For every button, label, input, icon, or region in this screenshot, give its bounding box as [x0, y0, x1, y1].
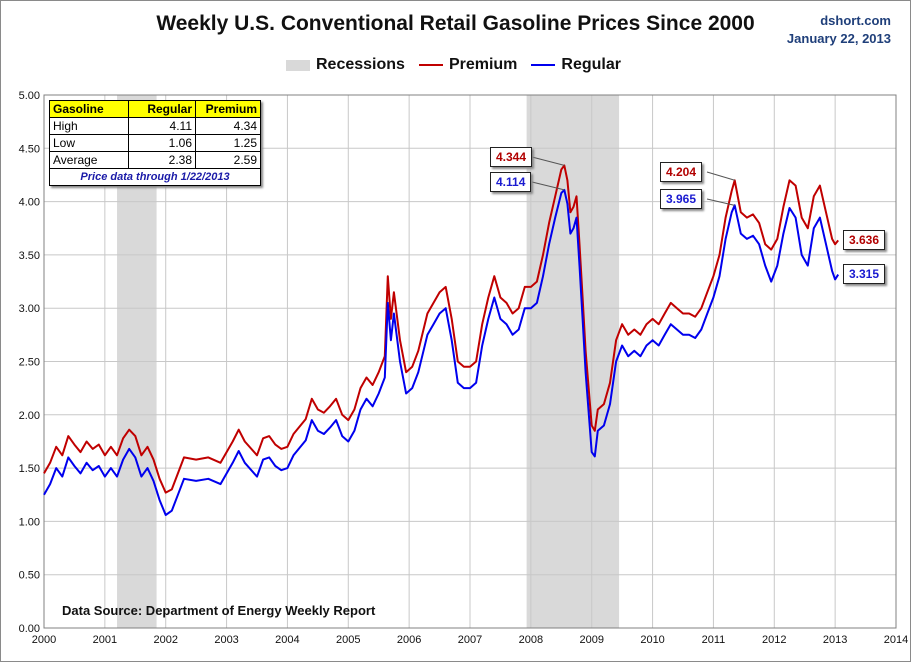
- legend-recession-swatch: [286, 59, 310, 71]
- callout-leader: [531, 181, 565, 191]
- legend-recessions: Recessions: [286, 56, 405, 74]
- y-tick-label: 4.50: [19, 143, 40, 155]
- stats-header-row: Gasoline Regular Premium: [49, 100, 261, 118]
- x-tick-label: 2010: [640, 634, 664, 646]
- x-tick-label: 2003: [214, 634, 238, 646]
- chart-title: Weekly U.S. Conventional Retail Gasoline…: [156, 12, 755, 35]
- x-tick-label: 2009: [579, 634, 603, 646]
- x-tick-label: 2006: [397, 634, 421, 646]
- data-source: Data Source: Department of Energy Weekly…: [62, 603, 376, 618]
- series-line-regular: [43, 188, 840, 516]
- plot-border: [43, 94, 897, 629]
- callout-leader: [531, 156, 565, 166]
- y-tick-label: 5.00: [19, 90, 40, 102]
- stats-label: Low: [49, 134, 129, 152]
- callout-peak2008-premium: 4.344: [490, 147, 533, 167]
- callout-latest-premium: 3.636: [843, 230, 886, 250]
- callout-leader: [706, 171, 735, 181]
- site-info: dshort.com January 22, 2013: [787, 12, 891, 48]
- legend-regular: Regular: [531, 56, 621, 74]
- stats-premium: 4.34: [195, 117, 261, 135]
- stats-regular: 2.38: [128, 151, 196, 169]
- callout-peak2008-regular: 4.114: [490, 172, 532, 192]
- legend-premium: Premium: [418, 56, 518, 74]
- x-tick-label: 2013: [823, 634, 847, 646]
- stats-row-low: Low 1.06 1.25: [49, 134, 261, 152]
- site-name[interactable]: dshort.com: [820, 13, 891, 28]
- x-tick-label: 2000: [32, 634, 56, 646]
- x-tick-label: 2008: [519, 634, 543, 646]
- y-tick-label: 3.00: [19, 303, 40, 315]
- stats-table: Gasoline Regular Premium High 4.11 4.34 …: [49, 100, 261, 186]
- stats-row-high: High 4.11 4.34: [49, 117, 261, 135]
- legend-premium-label: Premium: [448, 56, 518, 73]
- callout-leader: [706, 198, 735, 206]
- x-tick-label: 2012: [762, 634, 786, 646]
- stats-label: Average: [49, 151, 129, 169]
- y-tick-label: 1.50: [19, 463, 40, 475]
- y-tick-label: 2.00: [19, 410, 40, 422]
- x-tick-label: 2001: [93, 634, 117, 646]
- stats-regular: 4.11: [128, 117, 196, 135]
- y-tick-label: 1.00: [19, 516, 40, 528]
- x-tick-label: 2002: [153, 634, 177, 646]
- legend-regular-swatch: [531, 64, 556, 66]
- legend-premium-swatch: [418, 64, 443, 66]
- x-tick-label: 2005: [336, 634, 360, 646]
- stats-regular: 1.06: [128, 134, 196, 152]
- series-line-premium: [43, 164, 839, 494]
- y-tick-label: 0.50: [19, 570, 40, 582]
- callout-peak2011-premium: 4.204: [660, 162, 703, 182]
- stats-premium: 2.59: [195, 151, 261, 169]
- y-tick-label: 4.00: [19, 197, 40, 209]
- y-tick-label: 0.00: [19, 623, 40, 635]
- x-tick-label: 2011: [702, 634, 726, 646]
- stats-label: High: [49, 117, 129, 135]
- stats-header-premium: Premium: [195, 100, 261, 118]
- stats-note: Price data through 1/22/2013: [49, 168, 261, 186]
- x-tick-label: 2014: [884, 634, 908, 646]
- y-tick-label: 2.50: [19, 357, 40, 369]
- legend-recession-label: Recessions: [316, 56, 405, 73]
- callout-peak2011-regular: 3.965: [660, 189, 703, 209]
- stats-header-gasoline: Gasoline: [49, 100, 129, 118]
- callout-latest-regular: 3.315: [843, 264, 886, 284]
- x-tick-label: 2004: [275, 634, 299, 646]
- legend-regular-label: Regular: [561, 56, 621, 73]
- stats-note-row: Price data through 1/22/2013: [49, 168, 261, 186]
- chart-date: January 22, 2013: [786, 31, 891, 46]
- legend: Recessions Premium Regular: [286, 55, 635, 75]
- stats-row-average: Average 2.38 2.59: [49, 151, 261, 169]
- y-tick-label: 3.50: [19, 250, 40, 262]
- stats-premium: 1.25: [195, 134, 261, 152]
- x-tick-label: 2007: [458, 634, 482, 646]
- stats-header-regular: Regular: [128, 100, 196, 118]
